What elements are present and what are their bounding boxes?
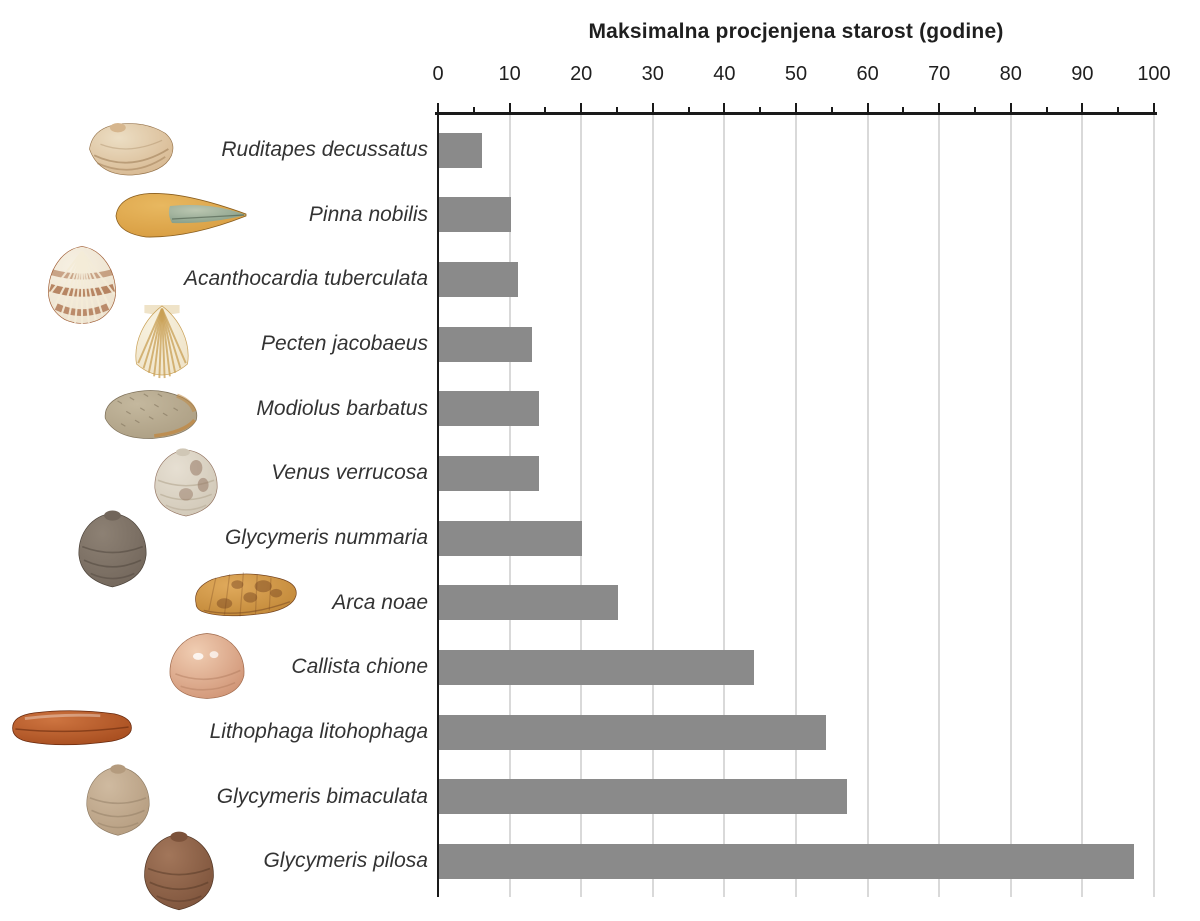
bar-callista-chione <box>439 649 755 685</box>
x-axis-tick-label-100: 100 <box>1137 63 1171 85</box>
x-axis-minor-tick-5 <box>472 107 475 112</box>
bar-venus-verrucosa <box>439 455 540 491</box>
gridline-70 <box>938 115 941 897</box>
bar-glycymeris-nummaria <box>439 520 583 556</box>
bar-pinna-nobilis <box>439 197 511 233</box>
modiolus-barbatus-shell-icon <box>100 385 205 443</box>
gridline-50 <box>795 115 797 897</box>
x-axis-major-tick-0 <box>437 103 439 112</box>
bar-lithophaga-litohophaga <box>439 714 826 750</box>
species-label-pinna-nobilis: Pinna nobilis <box>308 202 428 226</box>
chart-title: Maksimalna procjenjena starost (godine) <box>588 20 1004 43</box>
gridline-10 <box>508 115 511 897</box>
acanthocardia-tuberculata-shell-icon <box>38 243 126 329</box>
gridline-40 <box>723 115 726 897</box>
x-axis-major-tick-80 <box>1009 103 1012 112</box>
x-axis-major-tick-60 <box>866 103 869 112</box>
species-label-modiolus-barbatus: Modiolus barbatus <box>256 396 428 420</box>
species-label-glycymeris-pilosa: Glycymeris pilosa <box>263 849 428 873</box>
species-label-ruditapes-decussatus: Ruditapes decussatus <box>221 138 428 161</box>
x-axis-major-tick-20 <box>580 103 583 112</box>
x-axis-tick-label-90: 90 <box>1071 63 1094 85</box>
bar-glycymeris-pilosa <box>439 843 1134 879</box>
x-axis-minor-tick-15 <box>544 107 547 112</box>
bar-acanthocardia-tuberculata <box>439 261 518 297</box>
x-axis-major-tick-100 <box>1153 103 1155 112</box>
x-axis-tick-label-20: 20 <box>570 63 593 85</box>
bar-arca-noae <box>439 585 618 621</box>
pecten-jacobaeus-shell-icon <box>116 298 208 386</box>
x-axis-minor-tick-75 <box>974 107 976 112</box>
glycymeris-pilosa-shell-icon <box>136 827 222 917</box>
venus-verrucosa-shell-icon <box>146 446 226 520</box>
gridline-80 <box>1009 115 1012 897</box>
x-axis-major-tick-90 <box>1081 103 1084 112</box>
x-axis-minor-tick-55 <box>830 107 833 112</box>
x-axis-major-tick-70 <box>938 103 941 112</box>
arca-noae-shell-icon <box>190 566 302 622</box>
gridline-30 <box>651 115 654 897</box>
species-label-arca-noae: Arca noae <box>332 590 428 614</box>
gridline-60 <box>866 115 869 897</box>
x-axis-tick-label-40: 40 <box>713 63 736 85</box>
x-axis-major-tick-10 <box>508 103 511 112</box>
x-axis-minor-tick-35 <box>687 107 690 112</box>
bar-modiolus-barbatus <box>439 391 540 427</box>
x-axis-tick-label-50: 50 <box>784 63 808 85</box>
x-axis-minor-tick-65 <box>902 107 905 112</box>
pinna-nobilis-shell-icon <box>112 186 252 244</box>
callista-chione-shell-icon <box>163 630 251 702</box>
species-label-venus-verrucosa: Venus verrucosa <box>271 461 428 485</box>
species-label-pecten-jacobaeus: Pecten jacobaeus <box>261 332 428 356</box>
species-label-callista-chione: Callista chione <box>291 655 428 679</box>
species-label-acanthocardia-tuberculata: Acanthocardia tuberculata <box>184 267 428 291</box>
x-axis-minor-tick-95 <box>1117 107 1120 112</box>
x-axis-minor-tick-45 <box>759 107 762 112</box>
x-axis-line <box>435 112 1157 115</box>
glycymeris-bimaculata-shell-icon <box>78 762 158 840</box>
x-axis-major-tick-50 <box>795 103 797 112</box>
x-axis-major-tick-40 <box>723 103 726 112</box>
y-axis-line <box>437 112 439 897</box>
lithophaga-litohophaga-shell-icon <box>6 703 138 753</box>
species-label-glycymeris-bimaculata: Glycymeris bimaculata <box>216 784 428 808</box>
gridline-90 <box>1081 115 1084 897</box>
x-axis-tick-label-10: 10 <box>498 63 521 85</box>
x-axis-tick-label-0: 0 <box>432 63 444 85</box>
x-axis-tick-label-70: 70 <box>928 63 951 85</box>
gridline-20 <box>580 115 583 897</box>
bar-pecten-jacobaeus <box>439 326 533 362</box>
species-label-lithophaga-litohophaga: Lithophaga litohophaga <box>209 720 428 744</box>
x-axis-minor-tick-25 <box>616 107 618 112</box>
bar-glycymeris-bimaculata <box>439 779 848 815</box>
bar-ruditapes-decussatus <box>439 132 482 168</box>
x-axis-tick-label-30: 30 <box>641 63 664 85</box>
x-axis-minor-tick-85 <box>1045 107 1048 112</box>
x-axis-tick-label-60: 60 <box>856 63 879 85</box>
ruditapes-decussatus-shell-icon <box>83 119 178 179</box>
x-axis-tick-label-80: 80 <box>999 63 1022 85</box>
species-label-glycymeris-nummaria: Glycymeris nummaria <box>224 526 428 550</box>
x-axis-major-tick-30 <box>651 103 654 112</box>
gridline-100 <box>1153 115 1155 897</box>
glycymeris-nummaria-shell-icon <box>70 508 155 592</box>
